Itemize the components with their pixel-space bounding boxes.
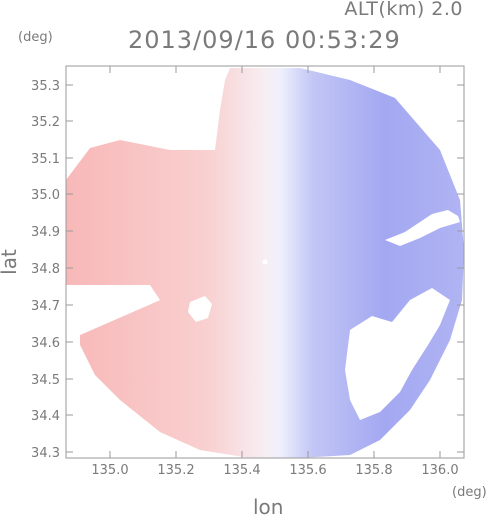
y-tick-label: 34.6	[31, 336, 60, 351]
radar-echo-region	[66, 68, 464, 458]
x-axis-label: lon	[253, 495, 284, 519]
x-axis-unit: (deg)	[452, 485, 487, 500]
blue-gap-1	[345, 288, 450, 420]
y-tick-label: 34.4	[31, 409, 60, 424]
y-tick-label: 35.0	[31, 188, 60, 203]
x-tick-labels: 135.0 135.2 135.4 135.6 135.8 136.0	[91, 463, 458, 478]
x-tick-label: 135.2	[157, 463, 194, 478]
x-tick-label: 135.8	[355, 463, 392, 478]
y-tick-label: 34.8	[31, 262, 60, 277]
y-tick-label: 34.3	[31, 446, 60, 461]
y-tick-label: 35.3	[31, 79, 60, 94]
plot-frame	[65, 65, 465, 459]
x-axis-ticks	[109, 66, 441, 458]
x-tick-label: 135.0	[91, 463, 128, 478]
y-tick-label: 34.5	[31, 373, 60, 388]
x-tick-label: 136.0	[421, 463, 458, 478]
altitude-label: ALT(km) 2.0	[344, 0, 463, 20]
y-tick-label: 35.1	[31, 152, 60, 167]
center-point	[262, 259, 268, 265]
y-tick-label: 34.9	[31, 225, 60, 240]
x-tick-label: 135.4	[223, 463, 260, 478]
no-data-notch	[66, 285, 160, 335]
blue-gap-2	[385, 210, 460, 246]
y-tick-label: 34.7	[31, 299, 60, 314]
x-tick-label: 135.6	[289, 463, 326, 478]
y-tick-labels: 35.3 35.2 35.1 35.0 34.9 34.8 34.7 34.6 …	[31, 79, 60, 461]
red-gap	[188, 296, 212, 322]
y-axis-ticks	[66, 84, 464, 453]
y-axis-unit: (deg)	[18, 30, 53, 45]
y-tick-label: 35.2	[31, 115, 60, 130]
timestamp-title: 2013/09/16 00:53:29	[128, 26, 401, 54]
